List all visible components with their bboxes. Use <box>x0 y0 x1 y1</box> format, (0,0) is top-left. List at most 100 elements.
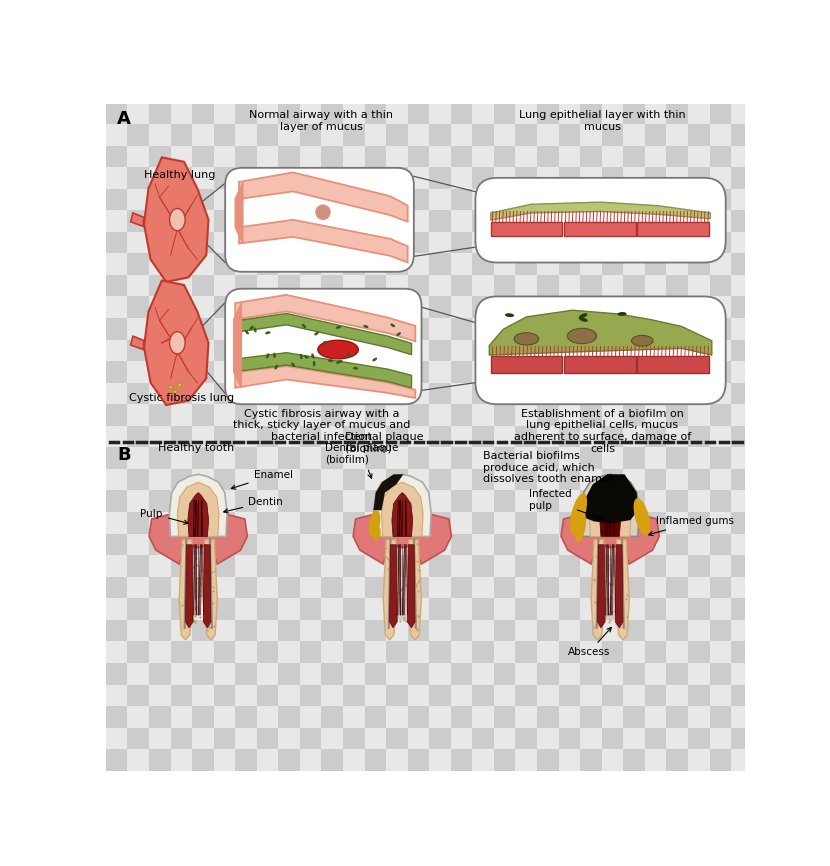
Bar <box>559 426 580 448</box>
Bar <box>256 684 278 706</box>
Bar <box>753 577 774 598</box>
Bar <box>602 383 623 404</box>
Bar <box>559 232 580 253</box>
Bar <box>688 383 710 404</box>
Bar <box>321 124 343 145</box>
Bar <box>580 749 602 771</box>
Bar <box>537 189 559 210</box>
Bar <box>559 296 580 318</box>
Bar <box>710 383 731 404</box>
Bar <box>494 339 515 361</box>
Bar <box>451 102 472 124</box>
Polygon shape <box>583 475 638 523</box>
Bar <box>386 124 408 145</box>
Polygon shape <box>615 545 622 628</box>
Bar <box>451 361 472 383</box>
Bar <box>602 189 623 210</box>
Bar <box>364 361 386 383</box>
Bar <box>710 426 731 448</box>
Bar <box>429 533 451 555</box>
Bar <box>753 275 774 296</box>
Bar <box>429 620 451 642</box>
Bar <box>149 490 170 512</box>
Bar <box>300 577 321 598</box>
Polygon shape <box>392 493 413 536</box>
Bar <box>451 598 472 620</box>
Bar <box>731 318 753 339</box>
Bar <box>688 404 710 426</box>
Bar <box>731 102 753 124</box>
Bar <box>494 361 515 383</box>
Bar <box>623 469 645 490</box>
Bar <box>106 469 127 490</box>
Bar <box>170 339 192 361</box>
Bar <box>559 124 580 145</box>
Bar <box>472 663 494 684</box>
Bar <box>602 426 623 448</box>
Bar <box>710 210 731 232</box>
Bar <box>429 663 451 684</box>
Bar <box>451 383 472 404</box>
Bar <box>451 404 472 426</box>
Bar <box>602 706 623 727</box>
Bar <box>408 102 429 124</box>
Bar <box>731 727 753 749</box>
Bar <box>559 318 580 339</box>
Bar <box>149 684 170 706</box>
Bar <box>429 361 451 383</box>
Bar <box>343 512 364 533</box>
Bar <box>688 102 710 124</box>
Bar <box>645 81 666 102</box>
Bar <box>710 642 731 663</box>
Bar <box>278 577 300 598</box>
Bar <box>537 577 559 598</box>
Bar <box>213 706 235 727</box>
Bar <box>623 167 645 189</box>
Bar <box>688 167 710 189</box>
Bar <box>753 684 774 706</box>
Bar <box>515 469 537 490</box>
Ellipse shape <box>245 330 249 334</box>
Bar <box>149 232 170 253</box>
Bar <box>472 577 494 598</box>
Bar <box>170 663 192 684</box>
Polygon shape <box>598 545 605 628</box>
Bar <box>645 124 666 145</box>
Bar <box>602 275 623 296</box>
Bar <box>753 102 774 124</box>
Ellipse shape <box>315 332 319 335</box>
Bar <box>451 448 472 469</box>
Ellipse shape <box>311 353 315 359</box>
Bar <box>170 296 192 318</box>
Bar <box>386 598 408 620</box>
Bar <box>235 318 256 339</box>
Bar <box>170 318 192 339</box>
Polygon shape <box>237 313 412 355</box>
Bar <box>451 339 472 361</box>
Bar <box>580 490 602 512</box>
Bar <box>451 145 472 167</box>
Bar <box>192 727 213 749</box>
Bar <box>300 210 321 232</box>
Text: Establishment of a biofilm on
lung epithelial cells, mucus
adherent to surface, : Establishment of a biofilm on lung epith… <box>514 409 691 454</box>
Bar <box>472 102 494 124</box>
Bar <box>256 167 278 189</box>
Bar <box>559 555 580 577</box>
Bar <box>429 145 451 167</box>
Bar <box>321 598 343 620</box>
Bar <box>408 469 429 490</box>
Bar <box>472 383 494 404</box>
Bar <box>645 145 666 167</box>
Bar <box>256 253 278 275</box>
Bar <box>364 706 386 727</box>
Bar <box>623 296 645 318</box>
Bar <box>127 490 149 512</box>
Bar <box>278 145 300 167</box>
Bar <box>645 448 666 469</box>
Bar <box>213 339 235 361</box>
Bar <box>580 232 602 253</box>
Bar <box>602 749 623 771</box>
Bar <box>559 210 580 232</box>
Bar <box>321 727 343 749</box>
Bar <box>731 253 753 275</box>
